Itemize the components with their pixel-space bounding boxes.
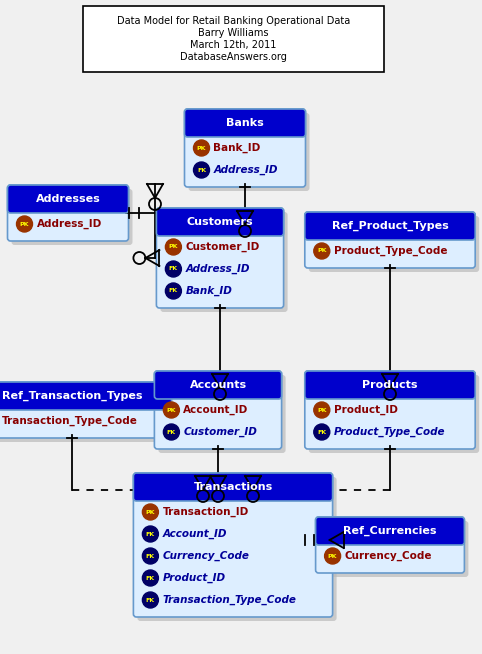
Text: PK: PK <box>197 145 206 150</box>
Text: Currency_Code: Currency_Code <box>162 551 249 561</box>
Text: Transaction_Type_Code: Transaction_Type_Code <box>1 416 137 426</box>
Text: FK: FK <box>146 553 155 559</box>
FancyBboxPatch shape <box>0 382 172 410</box>
FancyBboxPatch shape <box>309 375 479 453</box>
Text: Transactions: Transactions <box>193 482 273 492</box>
FancyBboxPatch shape <box>159 375 286 453</box>
Text: DatabaseAnswers.org: DatabaseAnswers.org <box>180 52 287 62</box>
Circle shape <box>163 424 179 440</box>
FancyBboxPatch shape <box>305 212 475 240</box>
FancyBboxPatch shape <box>137 477 336 621</box>
Circle shape <box>142 504 159 520</box>
Text: Bank_ID: Bank_ID <box>186 286 232 296</box>
Text: Product_ID: Product_ID <box>162 573 226 583</box>
FancyBboxPatch shape <box>154 371 281 449</box>
Text: Transaction_ID: Transaction_ID <box>162 507 249 517</box>
Text: FK: FK <box>146 598 155 602</box>
Text: FK: FK <box>169 288 178 294</box>
FancyBboxPatch shape <box>161 212 288 312</box>
Text: Data Model for Retail Banking Operational Data: Data Model for Retail Banking Operationa… <box>117 16 350 26</box>
FancyBboxPatch shape <box>316 517 464 573</box>
Text: Products: Products <box>362 380 418 390</box>
Text: March 12th, 2011: March 12th, 2011 <box>190 40 277 50</box>
Text: FK: FK <box>169 266 178 271</box>
Text: PK: PK <box>167 407 176 413</box>
FancyBboxPatch shape <box>185 109 306 137</box>
FancyBboxPatch shape <box>156 208 283 236</box>
Circle shape <box>142 592 159 608</box>
FancyBboxPatch shape <box>188 113 309 191</box>
Text: Address_ID: Address_ID <box>37 219 102 229</box>
Text: Ref_Product_Types: Ref_Product_Types <box>332 221 448 231</box>
FancyBboxPatch shape <box>305 371 475 449</box>
Circle shape <box>193 140 210 156</box>
Circle shape <box>142 570 159 586</box>
Text: Customer_ID: Customer_ID <box>186 242 260 252</box>
Text: FK: FK <box>167 430 176 434</box>
Text: FK: FK <box>146 576 155 581</box>
Text: Ref_Currencies: Ref_Currencies <box>343 526 437 536</box>
FancyBboxPatch shape <box>8 185 129 241</box>
Circle shape <box>324 548 341 564</box>
Text: PK: PK <box>317 407 326 413</box>
FancyBboxPatch shape <box>83 6 384 72</box>
Text: Currency_Code: Currency_Code <box>345 551 432 561</box>
Text: PK: PK <box>20 222 29 226</box>
FancyBboxPatch shape <box>134 473 333 501</box>
Text: Customer_ID: Customer_ID <box>183 427 257 437</box>
Text: Ref_Transaction_Types: Ref_Transaction_Types <box>2 391 142 401</box>
Text: Address_ID: Address_ID <box>186 264 250 274</box>
Circle shape <box>142 526 159 542</box>
Text: Addresses: Addresses <box>36 194 100 204</box>
Circle shape <box>163 402 179 418</box>
Circle shape <box>165 261 181 277</box>
Text: Account_ID: Account_ID <box>162 529 227 539</box>
Text: PK: PK <box>169 245 178 249</box>
Circle shape <box>165 283 181 299</box>
Text: PK: PK <box>317 249 326 254</box>
Text: Product_Type_Code: Product_Type_Code <box>334 246 447 256</box>
FancyBboxPatch shape <box>154 371 281 399</box>
Circle shape <box>165 239 181 255</box>
Circle shape <box>193 162 210 178</box>
Circle shape <box>314 402 330 418</box>
Text: PK: PK <box>328 553 337 559</box>
Text: Customers: Customers <box>187 217 254 227</box>
FancyBboxPatch shape <box>185 109 306 187</box>
Text: FK: FK <box>197 167 206 173</box>
FancyBboxPatch shape <box>320 521 469 577</box>
Circle shape <box>16 216 32 232</box>
FancyBboxPatch shape <box>316 517 464 545</box>
Circle shape <box>314 424 330 440</box>
Text: Account_ID: Account_ID <box>183 405 249 415</box>
FancyBboxPatch shape <box>0 386 175 442</box>
Circle shape <box>314 243 330 259</box>
FancyBboxPatch shape <box>309 216 479 272</box>
Circle shape <box>142 548 159 564</box>
FancyBboxPatch shape <box>305 371 475 399</box>
FancyBboxPatch shape <box>0 382 172 438</box>
FancyBboxPatch shape <box>8 185 129 213</box>
Text: Product_ID: Product_ID <box>334 405 398 415</box>
FancyBboxPatch shape <box>156 208 283 308</box>
Text: Product_Type_Code: Product_Type_Code <box>334 427 445 437</box>
FancyBboxPatch shape <box>12 189 133 245</box>
Text: FK: FK <box>146 532 155 536</box>
Text: Address_ID: Address_ID <box>214 165 278 175</box>
Text: Transaction_Type_Code: Transaction_Type_Code <box>162 595 296 605</box>
Text: PK: PK <box>146 509 155 515</box>
FancyBboxPatch shape <box>305 212 475 268</box>
Text: Barry Williams: Barry Williams <box>198 28 269 38</box>
Text: Accounts: Accounts <box>189 380 247 390</box>
Text: Bank_ID: Bank_ID <box>214 143 261 153</box>
Text: FK: FK <box>317 430 326 434</box>
FancyBboxPatch shape <box>134 473 333 617</box>
Text: Banks: Banks <box>226 118 264 128</box>
